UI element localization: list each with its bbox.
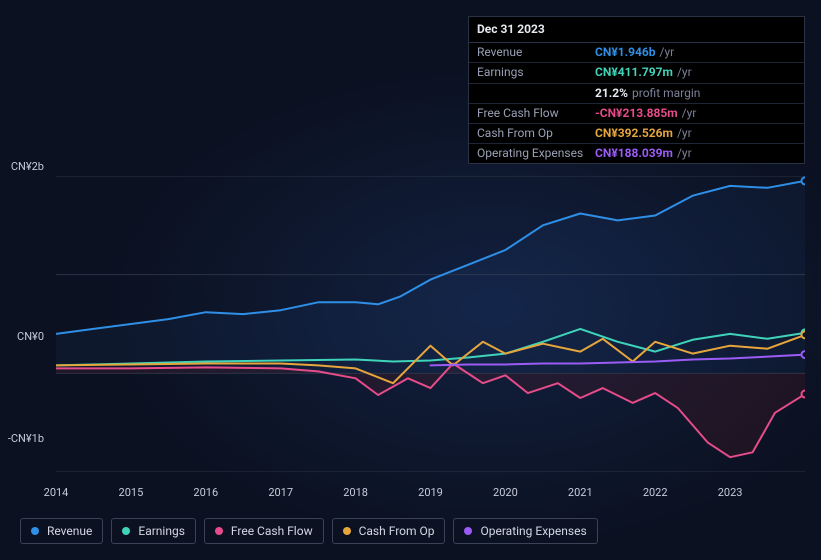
- tooltip-title: Dec 31 2023: [469, 17, 804, 43]
- x-axis-label: 2022: [643, 486, 668, 499]
- x-axis-label: 2021: [568, 486, 593, 499]
- chart-legend: Revenue Earnings Free Cash Flow Cash From O…: [20, 518, 598, 544]
- chart-plot-area[interactable]: [56, 176, 805, 472]
- tooltip-label: Earnings: [477, 66, 595, 79]
- tooltip-value: -CN¥213.885m/yr: [595, 107, 696, 120]
- legend-item[interactable]: Revenue: [20, 518, 103, 544]
- tooltip-row: EarningsCN¥411.797m/yr: [469, 63, 804, 83]
- x-axis-label: 2017: [268, 486, 293, 499]
- tooltip-row: Free Cash Flow-CN¥213.885m/yr: [469, 104, 804, 124]
- x-axis-label: 2019: [418, 486, 443, 499]
- y-axis-label: CN¥2b: [11, 160, 44, 173]
- legend-dot-icon: [343, 527, 351, 535]
- legend-item[interactable]: Cash From Op: [332, 518, 446, 544]
- x-axis-label: 2016: [193, 486, 218, 499]
- chart-svg: [56, 176, 805, 472]
- tooltip-value: CN¥392.526m/yr: [595, 127, 692, 140]
- legend-dot-icon: [122, 527, 130, 535]
- legend-item[interactable]: Operating Expenses: [453, 518, 597, 544]
- x-axis-label: 2020: [493, 486, 518, 499]
- tooltip-row: Operating ExpensesCN¥188.039m/yr: [469, 144, 804, 163]
- tooltip-row: 21.2%profit margin: [469, 84, 804, 104]
- tooltip-label: [477, 87, 595, 100]
- tooltip-value: 21.2%profit margin: [595, 87, 700, 100]
- chart-stage: Dec 31 2023 RevenueCN¥1.946b/yrEarningsC…: [0, 0, 821, 560]
- legend-label: Earnings: [138, 524, 185, 538]
- legend-dot-icon: [215, 527, 223, 535]
- chart-tooltip: Dec 31 2023 RevenueCN¥1.946b/yrEarningsC…: [468, 16, 805, 164]
- x-axis-label: 2018: [343, 486, 368, 499]
- legend-label: Operating Expenses: [480, 524, 586, 538]
- legend-item[interactable]: Free Cash Flow: [204, 518, 324, 544]
- legend-label: Revenue: [47, 524, 92, 538]
- legend-item[interactable]: Earnings: [111, 518, 196, 544]
- x-axis-label: 2015: [119, 486, 144, 499]
- legend-label: Free Cash Flow: [231, 524, 313, 538]
- tooltip-label: Cash From Op: [477, 127, 595, 140]
- tooltip-label: Operating Expenses: [477, 147, 595, 160]
- tooltip-row: Cash From OpCN¥392.526m/yr: [469, 124, 804, 144]
- tooltip-row: RevenueCN¥1.946b/yr: [469, 43, 804, 63]
- y-axis-label: CN¥0: [17, 330, 44, 343]
- tooltip-rows: RevenueCN¥1.946b/yrEarningsCN¥411.797m/y…: [469, 43, 804, 163]
- tooltip-value: CN¥411.797m/yr: [595, 66, 692, 79]
- x-axis-label: 2014: [44, 486, 69, 499]
- legend-label: Cash From Op: [359, 524, 435, 538]
- x-axis-label: 2023: [718, 486, 743, 499]
- legend-dot-icon: [31, 527, 39, 535]
- y-axis-label: -CN¥1b: [8, 432, 44, 445]
- tooltip-value: CN¥188.039m/yr: [595, 147, 692, 160]
- legend-dot-icon: [464, 527, 472, 535]
- tooltip-label: Revenue: [477, 46, 595, 59]
- tooltip-label: Free Cash Flow: [477, 107, 595, 120]
- tooltip-value: CN¥1.946b/yr: [595, 46, 674, 59]
